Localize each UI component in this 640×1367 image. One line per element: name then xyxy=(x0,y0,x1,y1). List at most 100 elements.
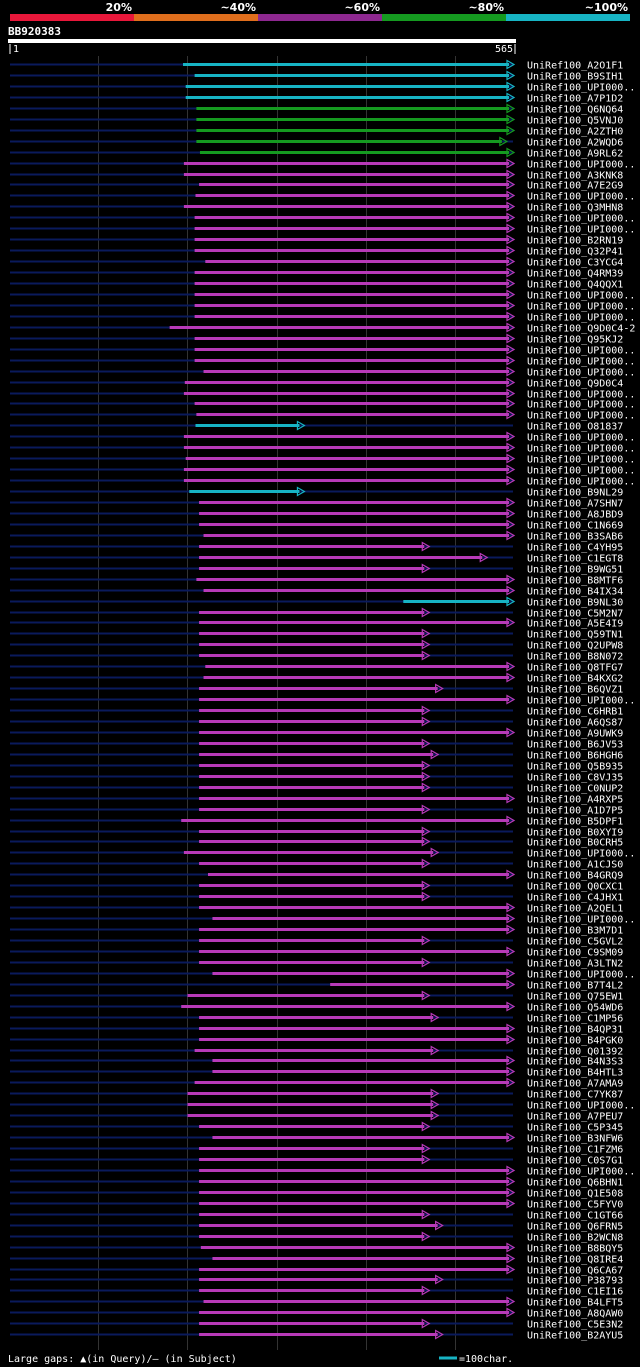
hit-row[interactable]: UniRef100_Q6NQ64 xyxy=(10,103,623,116)
hit-label[interactable]: UniRef100_UPI000.. xyxy=(527,192,635,203)
hit-label[interactable]: UniRef100_B4IX34 xyxy=(527,587,623,598)
hit-row[interactable]: UniRef100_UPI000.. xyxy=(10,289,635,302)
hit-label[interactable]: UniRef100_B4HTL3 xyxy=(527,1068,623,1079)
hit-row[interactable]: UniRef100_Q95KJ2 xyxy=(10,333,623,346)
hit-label[interactable]: UniRef100_B9WG51 xyxy=(527,565,623,576)
hit-row[interactable]: UniRef100_C7YK87 xyxy=(10,1088,623,1101)
hit-row[interactable]: UniRef100_Q4RM39 xyxy=(10,267,623,280)
hit-row[interactable]: UniRef100_UPI000.. xyxy=(10,190,635,203)
hit-row[interactable]: UniRef100_A2QEL1 xyxy=(10,902,623,915)
hit-label[interactable]: UniRef100_Q1E508 xyxy=(527,1189,623,1200)
hit-label[interactable]: UniRef100_C8VJ35 xyxy=(527,773,623,784)
hit-row[interactable]: UniRef100_UPI000.. xyxy=(10,223,635,236)
hit-label[interactable]: UniRef100_Q5B935 xyxy=(527,762,623,773)
hit-label[interactable]: UniRef100_B4QP31 xyxy=(527,1025,623,1036)
hit-row[interactable]: UniRef100_C1EI16 xyxy=(10,1285,623,1298)
hit-row[interactable]: UniRef100_A8QAW0 xyxy=(10,1307,623,1320)
hit-row[interactable]: UniRef100_B9NL30 xyxy=(10,596,623,609)
hit-label[interactable]: UniRef100_Q75EW1 xyxy=(527,992,623,1003)
hit-row[interactable]: UniRef100_C5FYV0 xyxy=(10,1198,623,1211)
hit-row[interactable]: UniRef100_B7T4L2 xyxy=(10,979,623,992)
hit-label[interactable]: UniRef100_B4N3S3 xyxy=(527,1057,623,1068)
hit-row[interactable]: UniRef100_B2WCN8 xyxy=(10,1231,623,1244)
hit-row[interactable]: UniRef100_B6JV53 xyxy=(10,738,623,751)
hit-row[interactable]: UniRef100_B2RN19 xyxy=(10,234,623,247)
hit-row[interactable]: UniRef100_A7AMA9 xyxy=(10,1077,623,1090)
hit-label[interactable]: UniRef100_Q8TFG7 xyxy=(527,663,623,674)
hit-label[interactable]: UniRef100_C7YK87 xyxy=(527,1090,623,1101)
hit-row[interactable]: UniRef100_UPI000.. xyxy=(10,158,635,171)
hit-row[interactable]: UniRef100_UPI000.. xyxy=(10,475,635,488)
hit-label[interactable]: UniRef100_UPI000.. xyxy=(527,291,635,302)
hit-row[interactable]: UniRef100_UPI000.. xyxy=(10,300,635,313)
hit-label[interactable]: UniRef100_B2WCN8 xyxy=(527,1233,623,1244)
hit-row[interactable]: UniRef100_C0S7G1 xyxy=(10,1154,623,1167)
hit-label[interactable]: UniRef100_Q54WD6 xyxy=(527,1003,623,1014)
hit-label[interactable]: UniRef100_B5DPF1 xyxy=(527,817,623,828)
hit-label[interactable]: UniRef100_B0CRH5 xyxy=(527,838,623,849)
hit-row[interactable]: UniRef100_C8VJ35 xyxy=(10,771,623,784)
hit-label[interactable]: UniRef100_C1MP56 xyxy=(527,1014,623,1025)
hit-label[interactable]: UniRef100_B4PGK0 xyxy=(527,1036,623,1047)
hit-label[interactable]: UniRef100_A8QAW0 xyxy=(527,1309,623,1320)
hit-label[interactable]: UniRef100_UPI000.. xyxy=(527,400,635,411)
hit-label[interactable]: UniRef100_UPI000.. xyxy=(527,915,635,926)
hit-row[interactable]: UniRef100_A4RXP5 xyxy=(10,793,623,806)
hit-row[interactable]: UniRef100_UPI000.. xyxy=(10,847,635,860)
hit-label[interactable]: UniRef100_C5FYV0 xyxy=(527,1200,623,1211)
hit-row[interactable]: UniRef100_B5DPF1 xyxy=(10,815,623,828)
hit-label[interactable]: UniRef100_UPI000.. xyxy=(527,466,635,477)
hit-row[interactable]: UniRef100_A5E4I9 xyxy=(10,617,623,630)
hit-label[interactable]: UniRef100_C9SM09 xyxy=(527,948,623,959)
hit-row[interactable]: UniRef100_B3M7D1 xyxy=(10,924,623,937)
hit-label[interactable]: UniRef100_C1GT66 xyxy=(527,1211,623,1222)
hit-row[interactable]: UniRef100_UPI000.. xyxy=(10,212,635,225)
hit-label[interactable]: UniRef100_B9SIH1 xyxy=(527,72,623,83)
hit-row[interactable]: UniRef100_Q0CXC1 xyxy=(10,880,623,893)
hit-label[interactable]: UniRef100_A5E4I9 xyxy=(527,619,623,630)
hit-row[interactable]: UniRef100_Q9D0C4 xyxy=(10,377,623,390)
hit-row[interactable]: UniRef100_Q6CA67 xyxy=(10,1264,623,1277)
hit-label[interactable]: UniRef100_Q3MHN8 xyxy=(527,203,623,214)
hit-row[interactable]: UniRef100_B4N3S3 xyxy=(10,1055,623,1068)
hit-row[interactable]: UniRef100_B4IX34 xyxy=(10,585,623,598)
hit-row[interactable]: UniRef100_A1D7P5 xyxy=(10,804,623,817)
hit-label[interactable]: UniRef100_C1EI16 xyxy=(527,1287,623,1298)
hit-label[interactable]: UniRef100_A2ZTH0 xyxy=(527,127,623,138)
hit-row[interactable]: UniRef100_B6QVZ1 xyxy=(10,683,623,696)
hit-row[interactable]: UniRef100_C1FZM6 xyxy=(10,1143,623,1156)
hit-label[interactable]: UniRef100_A7P1D2 xyxy=(527,94,623,105)
hit-label[interactable]: UniRef100_A7E2G9 xyxy=(527,181,623,192)
hit-label[interactable]: UniRef100_UPI000.. xyxy=(527,225,635,236)
hit-label[interactable]: UniRef100_B6QVZ1 xyxy=(527,685,623,696)
hit-label[interactable]: UniRef100_UPI000.. xyxy=(527,1101,635,1112)
hit-row[interactable]: UniRef100_C3YCG4 xyxy=(10,256,623,269)
hit-row[interactable]: UniRef100_A2O1F1 xyxy=(10,59,623,72)
hit-label[interactable]: UniRef100_UPI000.. xyxy=(527,313,635,324)
hit-row[interactable]: UniRef100_A7SHN7 xyxy=(10,497,623,510)
hit-label[interactable]: UniRef100_A7SHN7 xyxy=(527,499,623,510)
hit-label[interactable]: UniRef100_Q4QQX1 xyxy=(527,280,623,291)
hit-label[interactable]: UniRef100_C1N669 xyxy=(527,521,623,532)
hit-label[interactable]: UniRef100_UPI000.. xyxy=(527,368,635,379)
hit-row[interactable]: UniRef100_A3LTN2 xyxy=(10,957,623,970)
hit-row[interactable]: UniRef100_B0XYI9 xyxy=(10,826,623,839)
hit-label[interactable]: UniRef100_A7AMA9 xyxy=(527,1079,623,1090)
hit-label[interactable]: UniRef100_UPI000.. xyxy=(527,214,635,225)
hit-label[interactable]: UniRef100_B2AYU5 xyxy=(527,1331,623,1342)
hit-label[interactable]: UniRef100_Q9D0C4-2 xyxy=(527,324,635,335)
hit-label[interactable]: UniRef100_B2RN19 xyxy=(527,236,623,247)
hit-row[interactable]: UniRef100_A3KNK8 xyxy=(10,169,623,182)
hit-label[interactable]: UniRef100_B4GRQ9 xyxy=(527,871,623,882)
hit-label[interactable]: UniRef100_A7PEU7 xyxy=(527,1112,623,1123)
hit-row[interactable]: UniRef100_B8BQY5 xyxy=(10,1242,623,1255)
hit-row[interactable]: UniRef100_UPI000.. xyxy=(10,1165,635,1178)
hit-label[interactable]: UniRef100_C5M2N7 xyxy=(527,609,623,620)
hit-label[interactable]: UniRef100_O81837 xyxy=(527,422,623,433)
hit-row[interactable]: UniRef100_UPI000.. xyxy=(10,968,635,981)
hit-row[interactable]: UniRef100_B2AYU5 xyxy=(10,1329,623,1342)
hit-label[interactable]: UniRef100_UPI000.. xyxy=(527,390,635,401)
hit-label[interactable]: UniRef100_A3KNK8 xyxy=(527,171,623,182)
hit-label[interactable]: UniRef100_UPI000.. xyxy=(527,455,635,466)
hit-row[interactable]: UniRef100_B4LFT5 xyxy=(10,1296,623,1309)
